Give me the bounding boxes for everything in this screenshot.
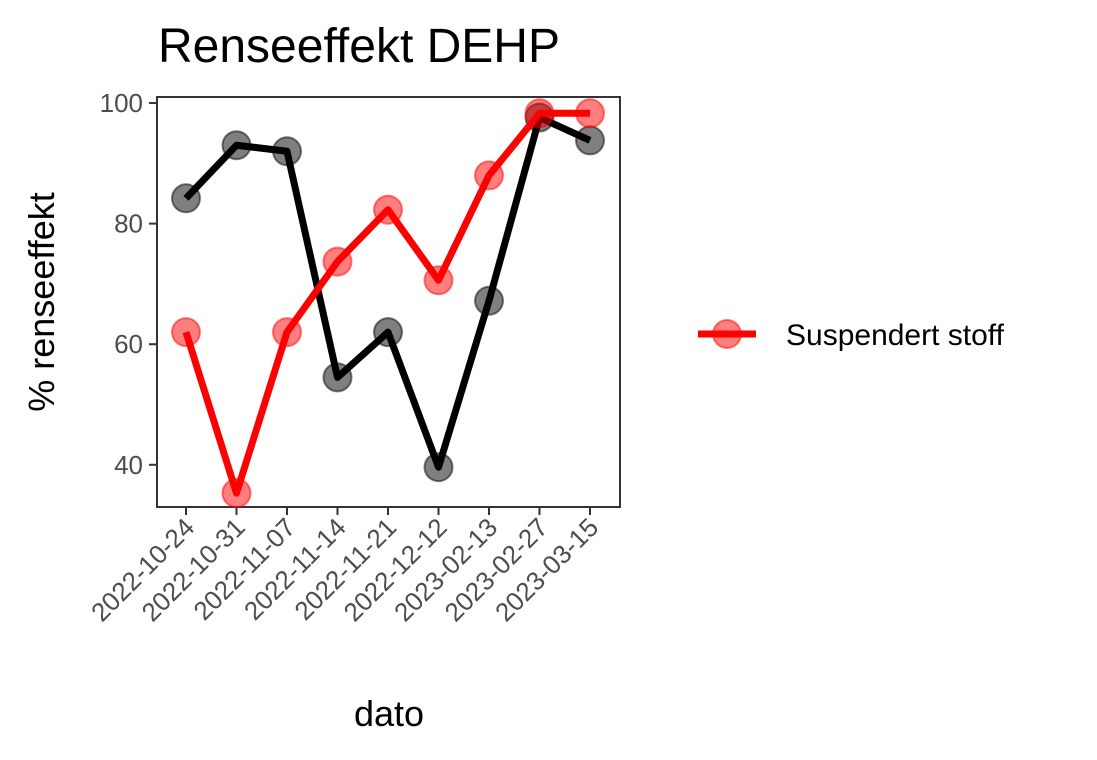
legend: Suspendert stoff (698, 319, 1005, 352)
data-point (171, 183, 201, 214)
data-point (423, 265, 454, 296)
series-1 (171, 102, 605, 483)
series-line (183, 114, 592, 471)
data-point (373, 194, 403, 225)
data-point (171, 317, 201, 348)
data-point (221, 130, 252, 161)
data-point (322, 246, 353, 277)
legend-label: Suspendert stoff (786, 319, 1005, 352)
series-layer (171, 98, 605, 509)
series-line (182, 109, 590, 497)
data-point (221, 478, 252, 509)
y-tick-label: 100 (100, 88, 143, 118)
x-axis-title: dato (354, 693, 424, 734)
data-point (474, 285, 504, 316)
chart-title: Renseeffekt DEHP (158, 20, 560, 73)
data-point (272, 317, 302, 348)
data-point (373, 317, 403, 348)
legend-key-point (712, 319, 742, 349)
series-2 (171, 98, 605, 509)
y-tick-label: 40 (114, 450, 143, 480)
y-tick-label: 60 (114, 329, 143, 359)
y-axis-title: % renseeffekt (21, 192, 62, 411)
data-point (322, 362, 353, 393)
data-point (524, 98, 555, 129)
data-point (272, 136, 302, 167)
data-point (423, 452, 454, 483)
y-axis: 40 60 80 100 (100, 88, 157, 480)
x-axis: 2022-10-242022-10-312022-11-072022-11-14… (85, 507, 604, 627)
data-point (474, 160, 504, 191)
data-point (575, 98, 605, 129)
y-tick-label: 80 (114, 209, 143, 239)
data-point (575, 125, 605, 156)
